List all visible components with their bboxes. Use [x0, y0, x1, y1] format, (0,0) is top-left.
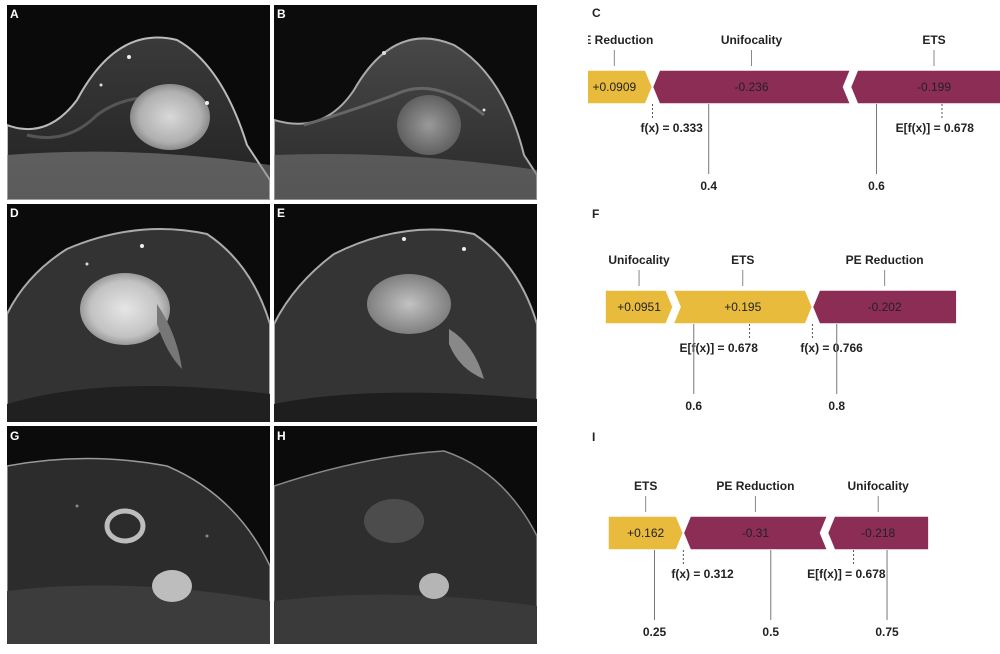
mri-panel-h [274, 426, 537, 644]
mri-panel-d [7, 204, 270, 422]
force-bar-unifocality-value-label: +0.0951 [617, 300, 661, 314]
axis-tick-label: 0.25 [643, 625, 667, 639]
force-bar-ets-feature-label: ETS [731, 253, 754, 267]
panel-letter-f: F [592, 207, 600, 221]
force-bar-ets [607, 515, 685, 551]
force-bar-unifocality [826, 515, 930, 551]
force-plot-i-svg: +0.162 ETS -0.31 PE Reduction -0.218 Unifocal… [607, 479, 930, 639]
force-bar-pe-reduction-feature-label: PE Reduction [846, 253, 924, 267]
force-bar-unifocality-feature-label: Unifocality [721, 33, 783, 47]
force-bar-ets [671, 289, 814, 325]
force-plot-f-svg: +0.0951 Unifocality +0.195 ETS -0.202 PE Redu… [604, 253, 958, 413]
force-plot-i: +0.162 ETS -0.31 PE Reduction -0.218 Unifocal… [588, 476, 1000, 646]
mri-panel-b [274, 5, 537, 200]
output-value-label: f(x) = 0.766 [800, 341, 863, 355]
force-bar-pe-reduction-value-label: +0.0909 [592, 80, 636, 94]
force-bar-unifocality-value-label: -0.236 [734, 80, 768, 94]
panel-letter-i: I [592, 430, 596, 444]
force-bar-pe-reduction [588, 69, 654, 105]
mri-panel-a [7, 5, 270, 200]
mri-panel-e [274, 204, 537, 422]
force-bar-unifocality-value-label: -0.218 [861, 526, 895, 540]
force-bar-ets [849, 69, 1000, 105]
panel-letter-a: A [10, 7, 19, 21]
force-plot-c-svg: +0.0909 PE Reduction -0.236 Unifocality -0.1… [588, 33, 1000, 193]
panel-letter-g: G [10, 429, 20, 443]
base-value-label: E[f(x)] = 0.678 [680, 341, 759, 355]
panel-letter-e: E [277, 206, 286, 220]
force-plot-f: +0.0951 Unifocality +0.195 ETS -0.202 PE Redu… [588, 250, 1000, 420]
base-value-label: E[f(x)] = 0.678 [896, 121, 975, 135]
force-bar-pe-reduction-feature-label: PE Reduction [588, 33, 653, 47]
mri-panel-g [7, 426, 270, 644]
force-bar-unifocality-feature-label: Unifocality [608, 253, 670, 267]
axis-tick-label: 0.75 [875, 625, 899, 639]
force-bar-pe-reduction-feature-label: PE Reduction [716, 479, 794, 493]
force-plot-c: +0.0909 PE Reduction -0.236 Unifocality -0.1… [588, 30, 1000, 200]
force-bar-ets-value-label: +0.162 [627, 526, 664, 540]
force-bar-unifocality [604, 289, 674, 325]
panel-letter-c: C [592, 6, 601, 20]
force-bar-ets-feature-label: ETS [634, 479, 657, 493]
panel-letter-b: B [277, 7, 286, 21]
axis-tick-label: 0.5 [762, 625, 779, 639]
axis-tick-label: 0.6 [868, 179, 885, 193]
output-value-label: f(x) = 0.333 [640, 121, 703, 135]
axis-tick-label: 0.4 [700, 179, 717, 193]
panel-letter-h: H [277, 429, 286, 443]
axis-tick-label: 0.6 [685, 399, 702, 413]
force-bar-pe-reduction-value-label: -0.202 [868, 300, 902, 314]
force-bar-ets-value-label: +0.195 [724, 300, 761, 314]
base-value-label: E[f(x)] = 0.678 [807, 567, 886, 581]
panel-letter-d: D [10, 206, 19, 220]
force-bar-unifocality [651, 69, 852, 105]
axis-tick-label: 0.8 [828, 399, 845, 413]
force-bar-unifocality-feature-label: Unifocality [848, 479, 910, 493]
force-bar-pe-reduction [811, 289, 958, 325]
force-bar-pe-reduction [682, 515, 829, 551]
force-bar-ets-value-label: -0.199 [917, 80, 951, 94]
force-bar-pe-reduction-value-label: -0.31 [742, 526, 770, 540]
force-bar-ets-feature-label: ETS [922, 33, 945, 47]
output-value-label: f(x) = 0.312 [671, 567, 734, 581]
